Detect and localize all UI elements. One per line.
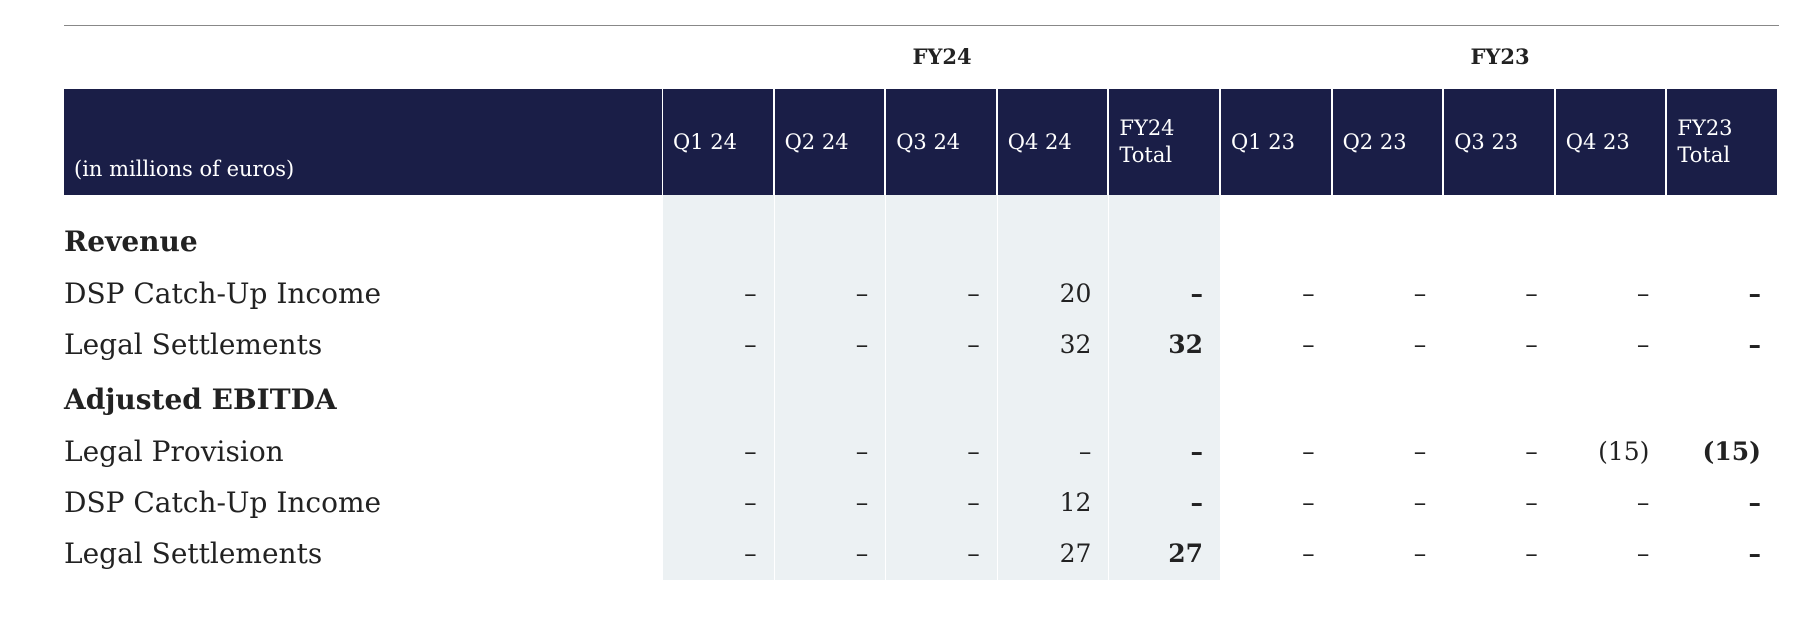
header-cell: Q4 24 [997,89,1108,195]
cell-value: 27 [1168,539,1203,568]
cell-value: – [1525,279,1538,308]
cell-value: (15) [1702,437,1761,466]
group-header: FY24 [912,44,972,69]
cell-value: (15) [1598,437,1650,466]
column-shade [886,195,997,580]
cell-value: – [744,279,757,308]
cell-value: – [1078,437,1092,466]
header-cell: Q1 24 [663,89,773,195]
cell-value: 32 [1059,330,1092,359]
cell-value: – [1413,279,1427,308]
section-title: Adjusted EBITDA [64,383,337,416]
cell-value: – [967,330,980,359]
cell-value: – [1525,539,1538,568]
row-label: Legal Settlements [64,328,323,361]
cell-value: – [1636,279,1650,308]
cell-value: 32 [1168,330,1203,359]
cell-value: – [1748,330,1761,359]
cell-value: – [1302,437,1315,466]
cell-value: – [1525,437,1538,466]
cell-value: – [1636,539,1650,568]
cell-value: 20 [1059,279,1092,308]
top-rule [64,25,1779,26]
cell-value: – [1190,279,1203,308]
cell-value: – [744,437,757,466]
cell-value: – [855,437,869,466]
cell-value: – [967,437,980,466]
cell-value: – [855,279,869,308]
cell-value: – [1190,488,1203,517]
header-cell: FY24 Total [1109,89,1219,195]
cell-value: – [1413,330,1427,359]
header-cell: Q1 23 [1221,89,1331,195]
column-shade [1109,195,1220,580]
cell-value: – [1525,488,1538,517]
section-title: Revenue [64,225,198,258]
cell-value: – [744,488,757,517]
cell-value: 27 [1059,539,1092,568]
column-shade [774,195,886,580]
cell-value: – [1636,330,1650,359]
cell-value: – [1190,437,1203,466]
header-cell: (in millions of euros) [64,89,662,195]
cell-value: – [967,539,980,568]
cell-value: – [744,330,757,359]
row-label: DSP Catch-Up Income [64,486,382,519]
header-cell: Q4 23 [1555,89,1666,195]
row-label: Legal Settlements [64,537,323,570]
row-label: Legal Provision [64,435,284,468]
cell-value: – [1302,539,1315,568]
header-cell: Q3 24 [886,89,996,195]
header-cell: Q2 23 [1332,89,1443,195]
header-cell: Q2 24 [774,89,885,195]
row-label: DSP Catch-Up Income [64,277,382,310]
group-header: FY23 [1470,44,1530,69]
column-shade [997,195,1109,580]
cell-value: 12 [1059,488,1092,517]
cell-value: – [1748,279,1761,308]
cell-value: – [1413,488,1427,517]
cell-value: – [744,539,757,568]
cell-value: – [855,539,869,568]
header-cell: FY23 Total [1667,89,1777,195]
cell-value: – [967,279,980,308]
column-shade [663,195,774,580]
cell-value: – [1748,488,1761,517]
cell-value: – [967,488,980,517]
cell-value: – [1302,279,1315,308]
cell-value: – [855,330,869,359]
cell-value: – [1413,539,1427,568]
cell-value: – [855,488,869,517]
cell-value: – [1748,539,1761,568]
cell-value: – [1413,437,1427,466]
cell-value: – [1636,488,1650,517]
cell-value: – [1525,330,1538,359]
header-cell: Q3 23 [1444,89,1554,195]
cell-value: – [1302,488,1315,517]
cell-value: – [1302,330,1315,359]
